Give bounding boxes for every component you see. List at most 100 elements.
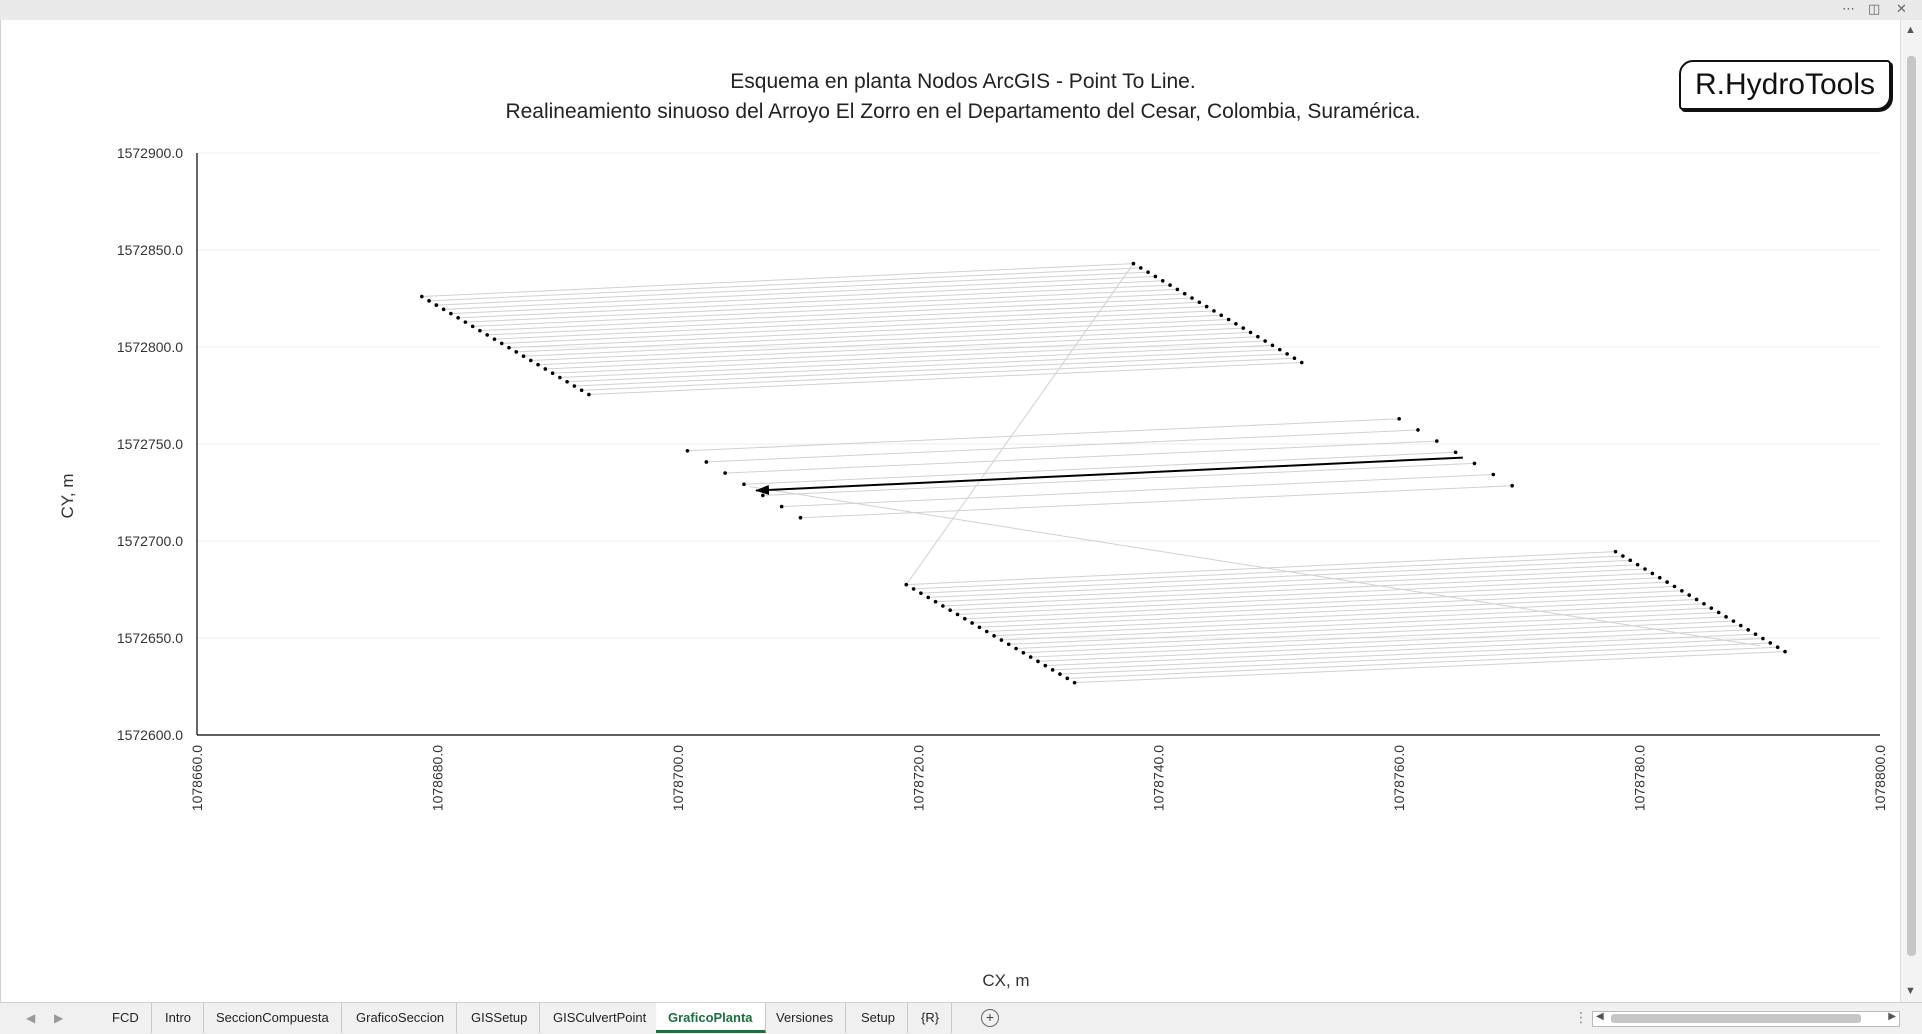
- series-line: [559, 344, 1273, 378]
- chevron-right-icon[interactable]: ▶: [54, 1011, 64, 1025]
- series-line: [545, 336, 1258, 370]
- data-point: [1768, 641, 1773, 645]
- tab-graficoseccion[interactable]: GraficoSeccion: [344, 1003, 458, 1033]
- data-point: [1256, 334, 1260, 339]
- y-tick-label: 1572850.0: [117, 242, 183, 258]
- tab-graficoplanta[interactable]: GraficoPlanta: [656, 1003, 766, 1033]
- data-point: [1021, 651, 1026, 655]
- tab-gisculvertpoint[interactable]: GISCulvertPoint: [541, 1003, 660, 1033]
- scroll-right-icon[interactable]: ▶: [1888, 1011, 1896, 1022]
- data-point: [1491, 472, 1496, 477]
- series-line: [942, 572, 1653, 607]
- y-tick-label: 1572600.0: [117, 727, 183, 743]
- data-point: [955, 612, 960, 617]
- series-line: [508, 314, 1222, 349]
- horizontal-scroll-thumb[interactable]: [1611, 1014, 1861, 1023]
- data-point: [1175, 287, 1180, 292]
- horizontal-scrollbar[interactable]: ◀ ▶: [1592, 1011, 1900, 1027]
- data-point: [941, 604, 945, 608]
- tab-seccioncompuesta[interactable]: SeccionCompuesta: [204, 1003, 342, 1033]
- data-point: [441, 307, 446, 312]
- data-point: [1435, 439, 1439, 443]
- series-line: [581, 357, 1295, 391]
- y-tick-label: 1572650.0: [117, 630, 183, 646]
- series-line: [994, 603, 1704, 637]
- tab-r[interactable]: {R}: [909, 1003, 953, 1033]
- x-tick-label: 1078700.0: [670, 745, 686, 811]
- chevron-left-icon[interactable]: ◀: [26, 1011, 36, 1025]
- series-line: [538, 331, 1251, 366]
- window-title-bar: ⋯ ◫ ✕: [0, 0, 1922, 21]
- data-point: [1739, 623, 1743, 628]
- data-point: [456, 316, 460, 320]
- data-point: [798, 515, 803, 520]
- data-point: [1197, 300, 1202, 305]
- restore-icon[interactable]: ◫: [1868, 1, 1881, 16]
- data-point: [1724, 615, 1728, 619]
- series-line: [443, 275, 1156, 310]
- chart-title: Esquema en planta Nodos ArcGIS - Point T…: [730, 70, 1195, 93]
- data-point: [536, 362, 540, 367]
- data-point: [1248, 330, 1253, 335]
- data-point: [1006, 642, 1011, 647]
- chart-area[interactable]: 1572600.0 1572650.0 1572700.0 1572750.0 1572…: [25, 44, 1897, 1019]
- data-point: [1138, 266, 1143, 270]
- x-tick-label: 1078740.0: [1151, 745, 1167, 811]
- tab-splitter-icon[interactable]: ⋮: [1574, 1009, 1588, 1025]
- data-point: [1453, 450, 1458, 455]
- vertical-scrollbar[interactable]: ▲ ▼: [1900, 20, 1922, 1002]
- tab-gissetup[interactable]: GISSetup: [459, 1003, 541, 1033]
- data-point: [528, 358, 533, 363]
- data-point: [911, 587, 916, 591]
- scroll-down-icon[interactable]: ▼: [1905, 985, 1916, 997]
- data-point: [1028, 655, 1033, 659]
- y-tick-label: 1572700.0: [117, 533, 183, 549]
- plus-circle-icon[interactable]: +: [981, 1009, 999, 1027]
- tab-fcd[interactable]: FCD: [100, 1003, 152, 1033]
- y-tick-label: 1572750.0: [117, 436, 183, 452]
- data-point: [1058, 672, 1062, 676]
- data-point: [1643, 567, 1647, 571]
- data-point: [1628, 558, 1633, 563]
- more-horizontal-icon[interactable]: ⋯: [1842, 1, 1855, 16]
- connector-line: [905, 263, 1134, 585]
- series-line: [950, 577, 1660, 611]
- tab-versiones[interactable]: Versiones: [764, 1003, 847, 1033]
- data-point: [478, 328, 482, 333]
- worksheet-area: 1572600.0 1572650.0 1572700.0 1572750.0 1572…: [0, 20, 1901, 1019]
- data-point: [1657, 575, 1662, 580]
- data-point: [463, 320, 468, 324]
- tab-intro[interactable]: Intro: [153, 1003, 205, 1033]
- series-line: [957, 581, 1668, 615]
- series-line: [479, 297, 1193, 332]
- data-point: [1416, 428, 1420, 432]
- series-line: [530, 327, 1244, 361]
- series-line: [800, 485, 1513, 519]
- series-line: [458, 284, 1171, 319]
- data-point: [1672, 584, 1677, 589]
- data-point: [1168, 283, 1172, 287]
- series-line: [523, 323, 1236, 357]
- data-point: [1065, 676, 1070, 681]
- data-point: [449, 311, 453, 316]
- data-point: [521, 354, 526, 358]
- data-point: [587, 392, 591, 397]
- data-point: [1270, 343, 1275, 348]
- data-point: [742, 482, 746, 487]
- scroll-up-icon[interactable]: ▲: [1905, 24, 1916, 36]
- series-line: [472, 293, 1185, 327]
- data-point: [1153, 274, 1158, 279]
- vertical-scroll-thumb[interactable]: [1907, 56, 1916, 956]
- sheet-tab-bar: ◀ ▶ FCD Intro SeccionCompuesta GraficoSecci…: [0, 1002, 1922, 1034]
- data-point: [992, 633, 996, 638]
- data-point: [1036, 659, 1040, 664]
- series-line: [501, 310, 1214, 344]
- scroll-left-icon[interactable]: ◀: [1596, 1011, 1604, 1022]
- data-point: [499, 341, 504, 346]
- tab-setup[interactable]: Setup: [849, 1003, 908, 1033]
- close-icon[interactable]: ✕: [1896, 1, 1907, 16]
- data-point: [1234, 322, 1238, 326]
- x-tick-label: 1078680.0: [429, 745, 445, 811]
- series-line: [1016, 616, 1727, 650]
- data-point: [1613, 549, 1618, 554]
